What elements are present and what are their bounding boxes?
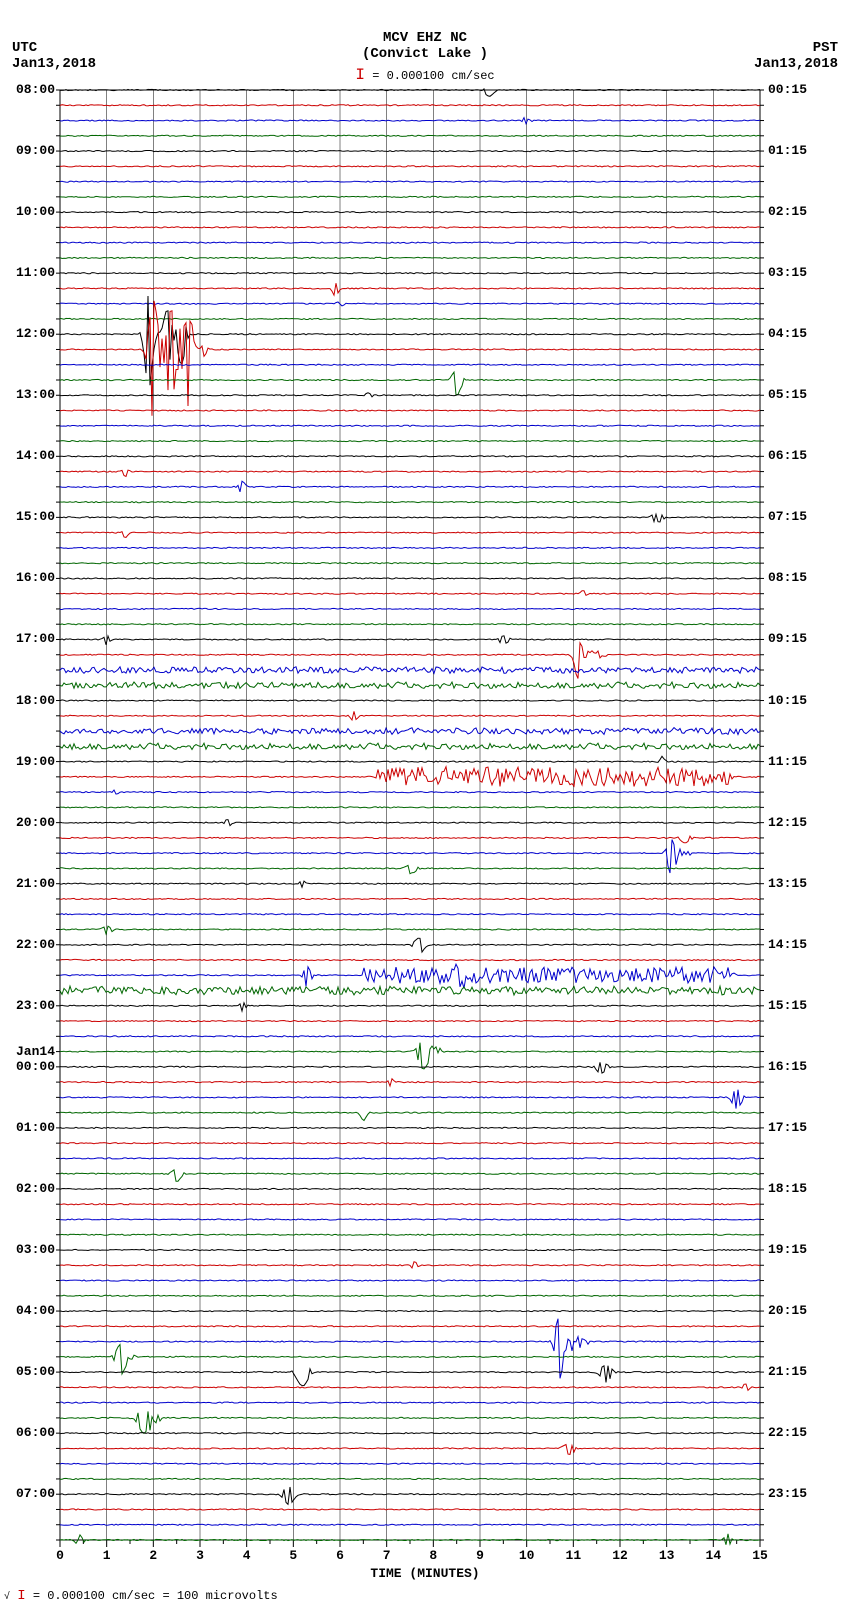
footer-text: = 0.000100 cm/sec = 100 microvolts: [33, 1589, 278, 1603]
utc-hour-label: 13:00: [0, 387, 55, 402]
x-tick-label: 12: [612, 1548, 628, 1563]
x-axis-title: TIME (MINUTES): [0, 1566, 850, 1581]
utc-hour-label: 06:00: [0, 1425, 55, 1440]
pst-hour-label: 04:15: [768, 326, 823, 341]
x-tick-label: 4: [243, 1548, 251, 1563]
utc-hour-label: 14:00: [0, 448, 55, 463]
x-tick-label: 7: [383, 1548, 391, 1563]
pst-hour-label: 07:15: [768, 509, 823, 524]
x-tick-label: 15: [752, 1548, 768, 1563]
x-tick-label: 6: [336, 1548, 344, 1563]
pst-hour-label: 22:15: [768, 1425, 823, 1440]
utc-hour-label: Jan14: [0, 1044, 55, 1059]
utc-hour-label: 19:00: [0, 754, 55, 769]
utc-hour-label: 18:00: [0, 693, 55, 708]
x-tick-label: 14: [706, 1548, 722, 1563]
utc-hour-label: 09:00: [0, 143, 55, 158]
pst-hour-label: 19:15: [768, 1242, 823, 1257]
utc-hour-label: 07:00: [0, 1486, 55, 1501]
pst-hour-label: 17:15: [768, 1120, 823, 1135]
pst-hour-label: 11:15: [768, 754, 823, 769]
utc-hour-label: 21:00: [0, 876, 55, 891]
utc-hour-label: 15:00: [0, 509, 55, 524]
x-tick-label: 8: [429, 1548, 437, 1563]
pst-hour-label: 16:15: [768, 1059, 823, 1074]
x-tick-label: 0: [56, 1548, 64, 1563]
pst-hour-label: 05:15: [768, 387, 823, 402]
pst-hour-label: 02:15: [768, 204, 823, 219]
utc-hour-label: 20:00: [0, 815, 55, 830]
x-tick-label: 10: [519, 1548, 535, 1563]
pst-hour-label: 20:15: [768, 1303, 823, 1318]
x-tick-label: 13: [659, 1548, 675, 1563]
pst-hour-label: 03:15: [768, 265, 823, 280]
pst-hour-label: 13:15: [768, 876, 823, 891]
pst-hour-label: 12:15: [768, 815, 823, 830]
pst-hour-label: 00:15: [768, 82, 823, 97]
pst-hour-label: 18:15: [768, 1181, 823, 1196]
seismogram-plot: [0, 0, 850, 1613]
pst-hour-label: 14:15: [768, 937, 823, 952]
utc-hour-label: 00:00: [0, 1059, 55, 1074]
footer-scale: √ I = 0.000100 cm/sec = 100 microvolts: [4, 1588, 278, 1604]
utc-hour-label: 10:00: [0, 204, 55, 219]
x-tick-label: 1: [103, 1548, 111, 1563]
utc-hour-label: 16:00: [0, 570, 55, 585]
pst-hour-label: 23:15: [768, 1486, 823, 1501]
pst-hour-label: 08:15: [768, 570, 823, 585]
pst-hour-label: 06:15: [768, 448, 823, 463]
pst-hour-label: 10:15: [768, 693, 823, 708]
utc-hour-label: 02:00: [0, 1181, 55, 1196]
x-tick-label: 9: [476, 1548, 484, 1563]
pst-hour-label: 15:15: [768, 998, 823, 1013]
utc-hour-label: 17:00: [0, 631, 55, 646]
seismogram-page: MCV EHZ NC (Convict Lake ) I = 0.000100 …: [0, 0, 850, 1613]
utc-hour-label: 01:00: [0, 1120, 55, 1135]
utc-hour-label: 12:00: [0, 326, 55, 341]
utc-hour-label: 03:00: [0, 1242, 55, 1257]
x-tick-label: 5: [289, 1548, 297, 1563]
utc-hour-label: 04:00: [0, 1303, 55, 1318]
x-tick-label: 11: [566, 1548, 582, 1563]
utc-hour-label: 11:00: [0, 265, 55, 280]
x-tick-label: 3: [196, 1548, 204, 1563]
pst-hour-label: 21:15: [768, 1364, 823, 1379]
utc-hour-label: 22:00: [0, 937, 55, 952]
pst-hour-label: 01:15: [768, 143, 823, 158]
utc-hour-label: 08:00: [0, 82, 55, 97]
utc-hour-label: 23:00: [0, 998, 55, 1013]
x-tick-label: 2: [149, 1548, 157, 1563]
pst-hour-label: 09:15: [768, 631, 823, 646]
utc-hour-label: 05:00: [0, 1364, 55, 1379]
